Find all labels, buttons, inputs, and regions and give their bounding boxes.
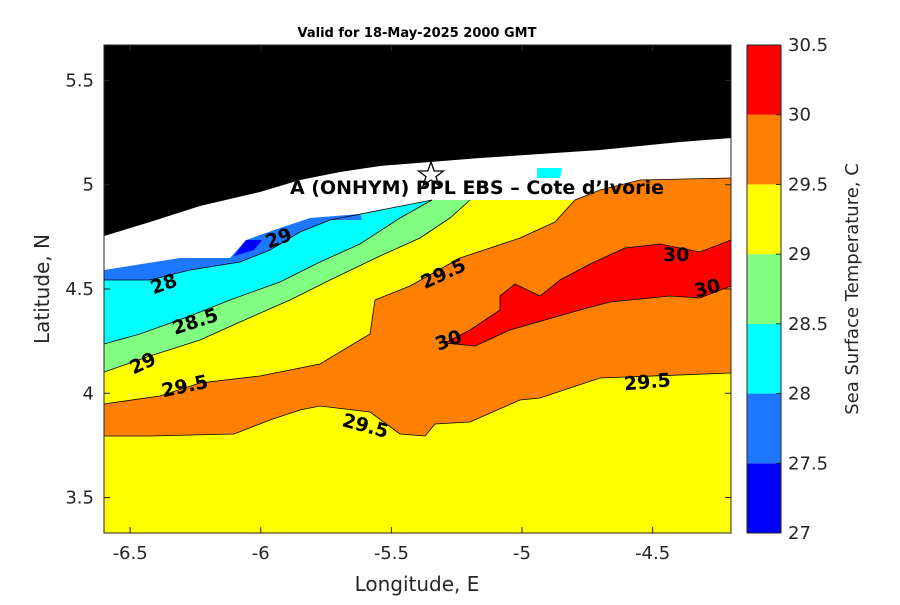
contour-line-29.5-north	[104, 177, 731, 405]
contour-line-29.5-south	[104, 372, 731, 437]
contour-lines	[104, 177, 731, 437]
colorbar-tick-label: 28.5	[788, 314, 828, 335]
contour-line-30	[444, 239, 731, 347]
colorbar-segment	[747, 323, 781, 394]
colorbar-tick-label: 27.5	[788, 453, 828, 474]
colorbar-tick-label: 29.5	[788, 174, 828, 195]
colorbar-tick-label: 30	[788, 105, 811, 126]
x-tick-label: -5.5	[374, 543, 409, 564]
sst-band-29-29.5-south	[104, 373, 731, 533]
colorbar-segment	[747, 45, 781, 115]
colorbar-segment	[747, 184, 781, 255]
star-icon	[416, 160, 446, 188]
map-title: Valid for 18-May-2025 2000 GMT	[298, 26, 537, 41]
y-tick-label: 4.5	[65, 279, 94, 300]
colorbar-segment	[747, 393, 781, 464]
sst-band-27.5-28	[104, 214, 362, 280]
y-tick-label: 5.5	[65, 70, 94, 91]
colorbar-tick-label: 28	[788, 384, 811, 405]
sst-band-27-27.5	[234, 240, 262, 256]
sst-band-28.5-29	[104, 200, 470, 372]
contour-label: 30	[663, 244, 689, 266]
sst-patch-north-east	[537, 168, 562, 178]
sst-band-29.5-30-main	[104, 178, 731, 436]
site-annotation: A (ONHYM) PPL EBS – Cote d’Ivorie	[290, 177, 664, 199]
colorbar-frame	[746, 44, 782, 534]
colorbar-segment	[747, 114, 781, 185]
contour-line-29-north	[104, 199, 471, 373]
x-tick-label: -4.5	[635, 543, 670, 564]
x-axis-ticks: -6.5 -6 -5.5 -5 -4.5	[113, 45, 670, 564]
colorbar-tick-label: 29	[788, 244, 811, 265]
y-tick-label: 4	[83, 383, 94, 404]
colorbar-tick-label: 27	[788, 523, 811, 544]
x-tick-label: -5	[513, 543, 531, 564]
sst-band-28-28.5	[104, 200, 432, 344]
y-axis-label: Latitude, N	[30, 234, 54, 344]
x-tick-label: -6.5	[113, 543, 148, 564]
contour-line-28.5	[104, 199, 433, 345]
land-mass	[104, 45, 731, 236]
colorbar-tick-label: 30.5	[788, 35, 828, 56]
colorbar-segment	[747, 463, 781, 533]
y-axis-ticks: 3.5 4 4.5 5 5.5	[65, 70, 731, 509]
x-tick-label: -6	[252, 543, 270, 564]
plot-area: A (ONHYM) PPL EBS – Cote d’Ivorie 2828.5…	[104, 45, 731, 533]
y-tick-label: 3.5	[65, 488, 94, 509]
y-tick-label: 5	[83, 175, 94, 196]
sst-warm-core	[445, 240, 731, 346]
colorbar: 27 27.5 28 28.5 29 29.5 30 30.5	[746, 35, 828, 544]
colorbar-segment	[747, 254, 781, 324]
sst-band-29-29.5-north	[104, 200, 575, 404]
colorbar-label: Sea Surface Temperature, C	[842, 163, 863, 415]
x-axis-label: Longitude, E	[355, 572, 480, 596]
contour-label: 29.5	[623, 369, 672, 395]
contour-line-28	[104, 199, 433, 281]
